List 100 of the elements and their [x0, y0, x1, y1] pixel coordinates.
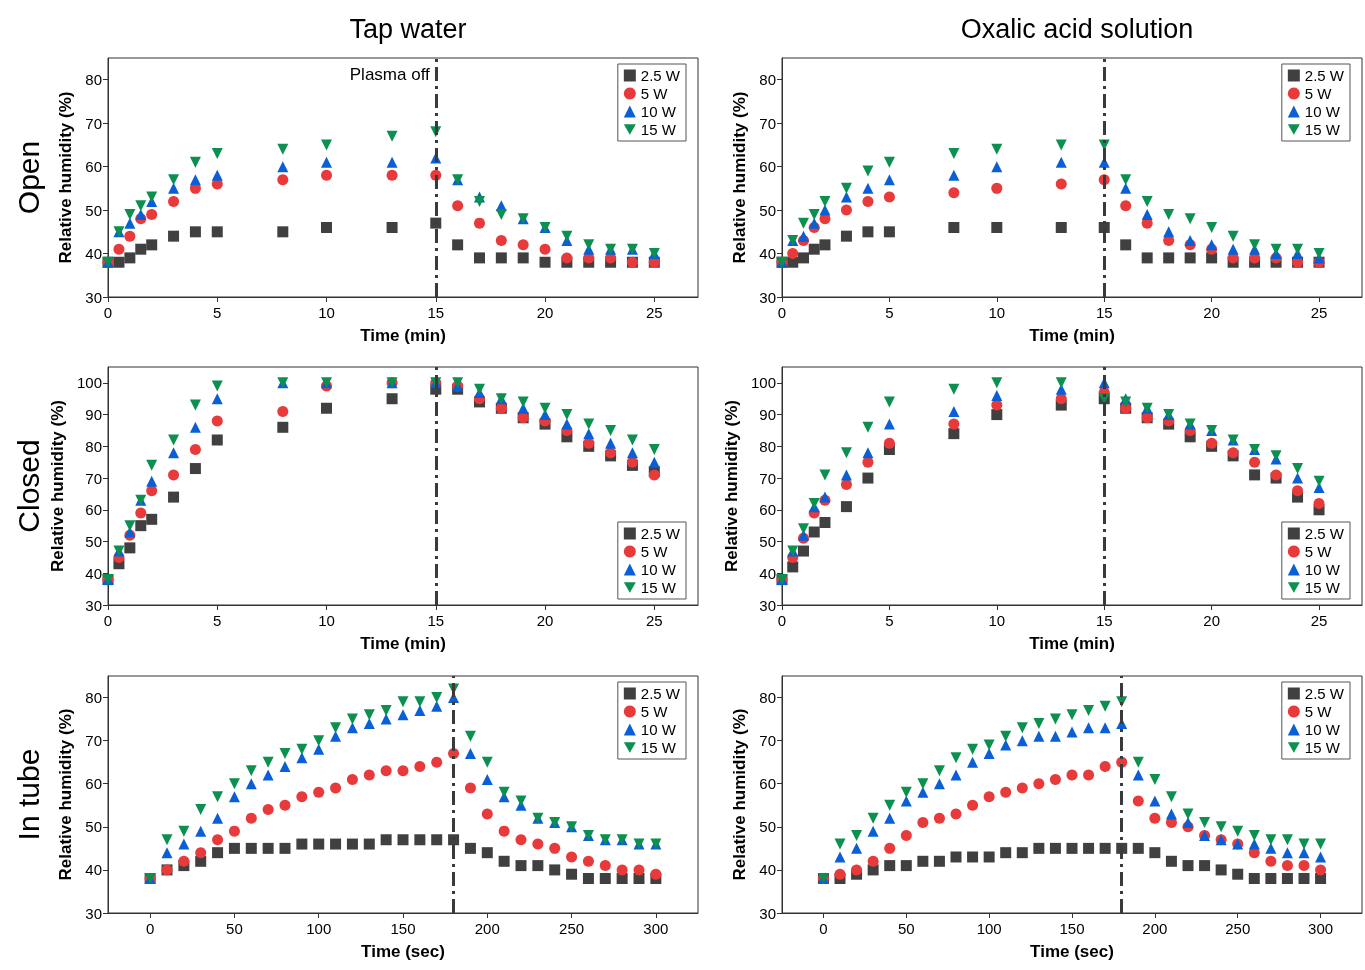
chart-title: Oxalic acid solution	[960, 13, 1194, 44]
legend-label: 10 W	[640, 103, 677, 120]
x-tick-label: 0	[777, 304, 787, 321]
x-tick-label: 5	[885, 304, 894, 321]
y-tick-label: 70	[85, 114, 102, 132]
x-tick-label: 20	[1203, 304, 1220, 321]
x-tick-label: 250	[559, 920, 585, 937]
x-tick-label: 10	[318, 612, 335, 629]
y-tick-label: 40	[85, 245, 102, 263]
y-tick-label: 70	[759, 469, 776, 487]
y-tick-label: 30	[759, 596, 776, 614]
y-tick-label: 90	[759, 406, 776, 424]
x-tick-label: 100	[306, 920, 332, 937]
x-tick-label: 50	[226, 920, 243, 937]
x-tick-label: 15	[1095, 304, 1113, 321]
legend-label: 2.5 W	[1304, 685, 1345, 702]
x-tick-label: 20	[536, 304, 554, 321]
y-tick-label: 50	[759, 533, 776, 551]
x-tick-label: 200	[1142, 920, 1168, 937]
x-tick-label: 15	[427, 612, 445, 629]
legend-label: 15 W	[640, 739, 677, 756]
x-tick-label: 25	[645, 612, 663, 629]
y-tick-label: 80	[759, 71, 776, 89]
y-tick-label: 90	[85, 406, 102, 424]
y-tick-label: 60	[759, 775, 776, 793]
y-tick-label: 50	[85, 201, 102, 219]
legend-label: 10 W	[640, 721, 677, 738]
chart-title: Tap water	[349, 13, 467, 44]
x-tick-label: 15	[427, 304, 445, 321]
y-tick-label: 40	[759, 564, 776, 582]
x-tick-label: 0	[819, 920, 828, 937]
x-tick-label: 100	[976, 920, 1002, 937]
x-tick-label: 300	[1308, 920, 1334, 937]
y-tick-label: 60	[85, 775, 102, 793]
y-tick-label: 70	[85, 469, 102, 487]
legend-label: 15 W	[1304, 739, 1341, 756]
y-tick-label: 50	[85, 533, 102, 551]
legend-label: 2.5 W	[640, 67, 681, 84]
y-tick-label: 30	[85, 904, 102, 922]
y-tick-label: 80	[85, 437, 102, 455]
y-tick-label: 60	[759, 158, 776, 176]
y-tick-label: 40	[85, 564, 102, 582]
x-tick-label: 25	[645, 304, 663, 321]
text: Open	[11, 140, 45, 215]
legend-label: 2.5 W	[640, 685, 681, 702]
y-tick-label: 60	[85, 158, 102, 176]
x-axis-title: Time (min)	[1029, 326, 1115, 345]
x-tick-label: 50	[897, 920, 915, 937]
y-tick-label: 50	[85, 818, 102, 836]
y-tick-label: 30	[85, 596, 102, 614]
legend-label: 2.5 W	[640, 525, 681, 542]
y-axis-title: Relative humidity (%)	[730, 708, 750, 881]
y-tick-label: 70	[759, 114, 776, 132]
legend-label: 5 W	[1304, 85, 1333, 102]
x-axis-title: Time (min)	[360, 634, 446, 653]
x-tick-label: 300	[643, 920, 669, 937]
legend-label: 5 W	[640, 85, 669, 102]
ref-line-label: Plasma off	[349, 65, 431, 84]
y-tick-label: 70	[759, 732, 776, 750]
x-tick-label: 10	[988, 304, 1006, 321]
text: In tube	[11, 748, 45, 841]
y-tick-label: 80	[85, 71, 102, 89]
legend-label: 15 W	[640, 579, 677, 596]
x-axis-title: Time (sec)	[361, 942, 445, 961]
y-tick-label: 80	[85, 689, 102, 707]
y-tick-label: 60	[85, 501, 102, 519]
x-tick-label: 150	[390, 920, 416, 937]
legend-label: 15 W	[1304, 579, 1341, 596]
y-axis-title: Relative humidity (%)	[56, 91, 76, 264]
y-tick-label: 40	[759, 861, 776, 879]
y-tick-label: 30	[85, 288, 102, 306]
x-axis-title: Time (min)	[1029, 634, 1115, 653]
legend-label: 5 W	[1304, 543, 1333, 560]
x-tick-label: 0	[777, 612, 787, 629]
x-tick-label: 10	[318, 304, 335, 321]
x-tick-label: 200	[474, 920, 500, 937]
legend-label: 10 W	[1304, 103, 1341, 120]
legend-label: 5 W	[640, 703, 669, 720]
y-tick-label: 100	[750, 374, 776, 392]
y-tick-label: 80	[759, 689, 776, 707]
legend-label: 10 W	[640, 561, 677, 578]
y-tick-label: 30	[759, 288, 776, 306]
x-tick-label: 250	[1225, 920, 1251, 937]
x-tick-label: 25	[1310, 304, 1328, 321]
legend-label: 5 W	[640, 543, 669, 560]
x-tick-label: 0	[103, 304, 113, 321]
text: Closed	[11, 439, 45, 533]
x-axis-title: Time (min)	[360, 326, 446, 345]
x-tick-label: 150	[1059, 920, 1085, 937]
y-tick-label: 40	[759, 245, 776, 263]
y-axis-title: Relative humidity (%)	[56, 708, 76, 881]
legend-label: 2.5 W	[1304, 525, 1345, 542]
y-tick-label: 70	[85, 732, 102, 750]
legend-label: 5 W	[1304, 703, 1333, 720]
x-axis-title: Time (sec)	[1030, 942, 1114, 961]
legend-label: 15 W	[1304, 121, 1341, 138]
x-tick-label: 15	[1095, 612, 1113, 629]
legend-label: 10 W	[1304, 721, 1341, 738]
y-tick-label: 60	[759, 501, 776, 519]
x-tick-label: 25	[1310, 612, 1328, 629]
